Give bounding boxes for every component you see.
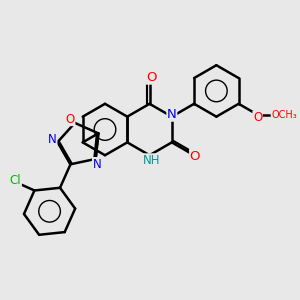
Text: N: N xyxy=(48,133,57,146)
Text: O: O xyxy=(190,149,200,163)
Text: OCH₃: OCH₃ xyxy=(271,110,297,120)
Text: O: O xyxy=(146,71,157,84)
Text: N: N xyxy=(167,108,177,121)
Text: Cl: Cl xyxy=(10,174,21,187)
Text: O: O xyxy=(253,111,262,124)
Text: O: O xyxy=(66,112,75,125)
Text: N: N xyxy=(93,158,101,171)
Text: NH: NH xyxy=(143,154,161,167)
